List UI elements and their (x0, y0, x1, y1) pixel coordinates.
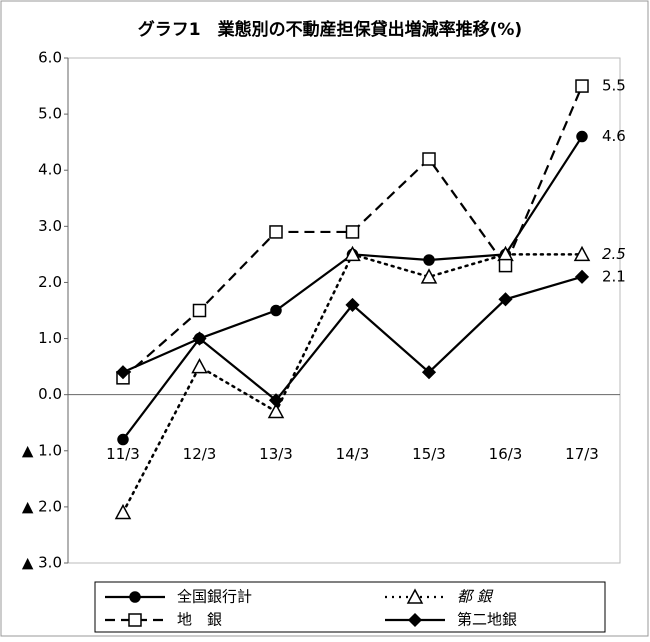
data-label: 2.5 (602, 245, 626, 263)
y-tick-label: ▲ 3.0 (22, 554, 62, 572)
data-label: 4.6 (602, 127, 626, 145)
x-tick-label: 15/3 (412, 445, 446, 463)
legend-label: 第二地銀 (457, 611, 517, 629)
y-tick-label: ▲ 2.0 (22, 497, 62, 515)
x-tick-label: 14/3 (336, 445, 370, 463)
legend-marker (406, 588, 424, 604)
chart-title: グラフ1 業態別の不動産担保貸出増減率推移(%) (138, 19, 522, 40)
data-label: 2.1 (602, 267, 626, 285)
y-tick-label: 6.0 (38, 49, 62, 67)
data-point (267, 402, 285, 419)
legend-label: 地 銀 (177, 611, 222, 629)
data-point (421, 365, 437, 380)
data-label: 5.5 (602, 77, 626, 95)
data-point (191, 358, 208, 374)
legend-label: 全国銀行計 (177, 588, 252, 606)
y-tick-label: 0.0 (38, 385, 62, 403)
data-point (345, 297, 360, 312)
data-point (575, 79, 589, 93)
y-tick-label: 5.0 (38, 105, 62, 123)
data-point (115, 365, 131, 380)
data-point (422, 152, 436, 166)
data-point (192, 331, 207, 346)
legend-marker (407, 612, 423, 628)
x-tick-label: 17/3 (565, 445, 599, 463)
data-point (420, 268, 438, 284)
x-tick-label: 11/3 (106, 445, 140, 463)
data-point (423, 254, 435, 266)
data-point (498, 258, 513, 273)
legend-label: 都 銀 (457, 588, 494, 606)
y-tick-label: 3.0 (38, 217, 62, 235)
data-point (270, 304, 282, 317)
data-point (345, 225, 360, 239)
data-point (114, 503, 132, 520)
data-point (574, 269, 590, 284)
y-tick-label: ▲ 1.0 (22, 441, 62, 459)
data-point (573, 245, 591, 262)
legend-box (94, 581, 606, 633)
data-point (498, 292, 513, 307)
data-point (268, 393, 284, 408)
data-point (344, 245, 361, 262)
data-point (117, 433, 129, 446)
data-point (269, 225, 283, 239)
x-tick-label: 13/3 (259, 445, 293, 463)
y-tick-label: 4.0 (38, 161, 62, 179)
legend-marker (128, 613, 142, 627)
y-tick-label: 2.0 (38, 273, 62, 291)
data-point (192, 303, 207, 318)
x-tick-label: 12/3 (183, 445, 217, 463)
x-tick-label: 16/3 (489, 445, 523, 463)
data-point (576, 130, 588, 143)
legend-marker (129, 591, 141, 603)
y-tick-label: 1.0 (38, 329, 62, 347)
